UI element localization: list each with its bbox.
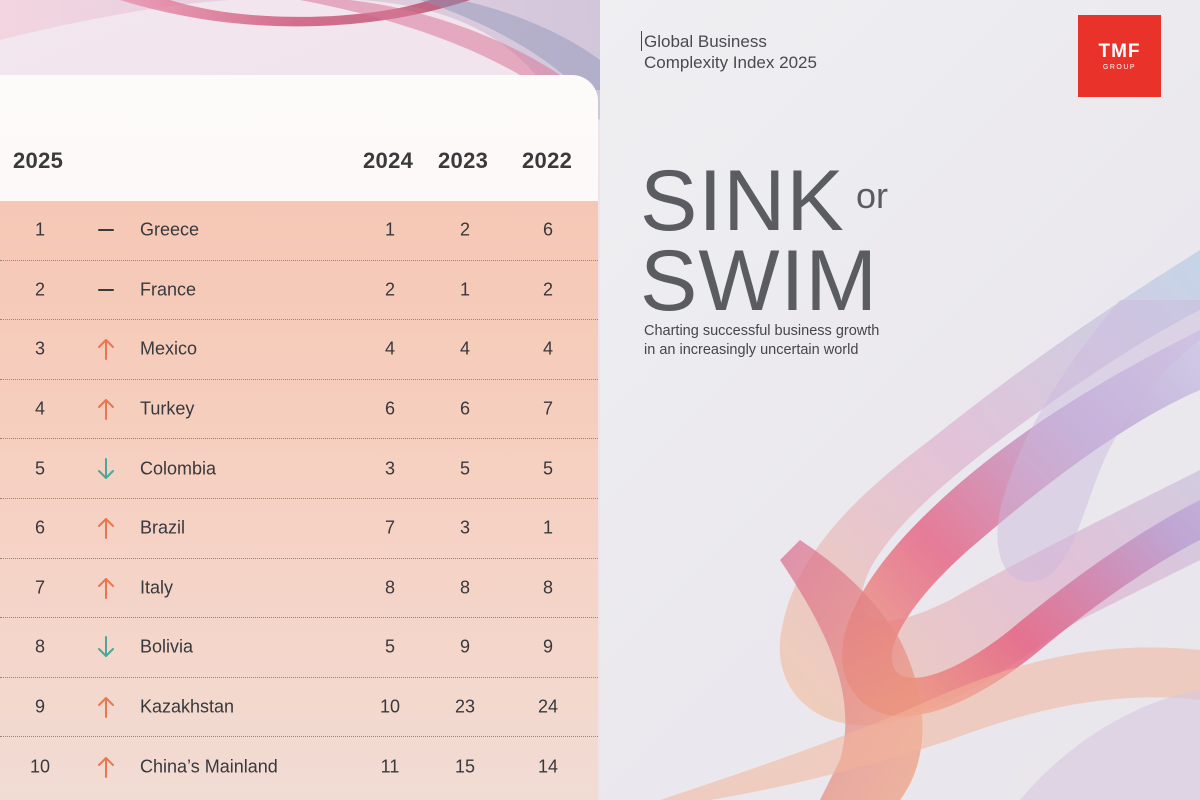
rank-2024: 3	[384, 458, 395, 479]
report-title: Global Business Complexity Index 2025	[644, 31, 904, 73]
headline-word-sink: SINK	[640, 153, 845, 249]
rank-2024: 4	[384, 338, 395, 359]
rank-2024: 7	[384, 517, 395, 538]
header-2023: 2023	[438, 148, 489, 173]
header-2022: 2022	[522, 148, 573, 173]
rank-2022: 9	[542, 636, 553, 657]
subtitle-line-1: Charting successful business growth	[644, 323, 880, 339]
country-name: Colombia	[140, 458, 217, 479]
table-row: 6 Brazil 7 3 1	[0, 499, 598, 559]
arrow-up-icon	[92, 395, 120, 423]
header-2025: 2025	[13, 148, 64, 173]
table-row: 5 Colombia 3 5 5	[0, 439, 598, 499]
country-name: Greece	[140, 219, 200, 240]
rank-2023: 3	[459, 517, 470, 538]
rank-2025: 3	[34, 338, 45, 359]
rank-2023: 4	[459, 338, 470, 359]
country-name: China’s Mainland	[140, 756, 278, 777]
country-name: Italy	[140, 577, 174, 598]
text-cursor	[641, 31, 643, 51]
rank-2023: 6	[459, 398, 470, 419]
rank-2023: 2	[459, 219, 470, 240]
report-subtitle: Charting successful business growth in a…	[644, 322, 944, 360]
cover-panel: Global Business Complexity Index 2025 TM…	[600, 0, 1200, 800]
rank-2025: 2	[34, 279, 45, 300]
arrow-up-icon	[92, 693, 120, 721]
rank-2025: 10	[29, 756, 51, 777]
rank-2025: 1	[34, 219, 45, 240]
table-row: 1 Greece 1 2 6	[0, 201, 598, 261]
dash-icon	[92, 276, 120, 304]
table-body: 1 Greece 1 2 6 2 France 2 1 2 3 Mexico 4…	[0, 201, 598, 800]
rank-2025: 7	[34, 577, 45, 598]
table-row: 4 Turkey 6 6 7	[0, 380, 598, 440]
rank-2024: 10	[379, 696, 401, 717]
rank-2024: 5	[384, 636, 395, 657]
logo-text: TMF	[1098, 41, 1141, 62]
rank-2022: 14	[537, 756, 559, 777]
rank-2023: 15	[454, 756, 476, 777]
rank-2022: 6	[542, 219, 553, 240]
arrow-down-icon	[92, 633, 120, 661]
rank-2024: 1	[384, 219, 395, 240]
report-title-line-1: Global Business	[644, 32, 767, 51]
rank-2023: 8	[459, 577, 470, 598]
rank-2022: 5	[542, 458, 553, 479]
table-row: 9 Kazakhstan 10 23 24	[0, 678, 598, 738]
rank-2024: 2	[384, 279, 395, 300]
rank-2025: 8	[34, 636, 45, 657]
headline-connector-or: or	[856, 175, 889, 216]
rank-2022: 1	[542, 517, 553, 538]
rank-2025: 4	[34, 398, 45, 419]
ranking-table: 2025 2024 2023 2022 1 Greece 1 2 6 2 Fra…	[0, 75, 598, 800]
tmf-group-logo: TMF GROUP	[1078, 15, 1161, 97]
country-name: Turkey	[140, 398, 195, 419]
table-header: 2025 2024 2023 2022	[0, 75, 598, 201]
rank-2022: 2	[542, 279, 553, 300]
table-row: 2 France 2 1 2	[0, 261, 598, 321]
rank-2025: 6	[34, 517, 45, 538]
subtitle-line-2: in an increasingly uncertain world	[644, 342, 859, 358]
arrow-up-icon	[92, 753, 120, 781]
country-name: France	[140, 279, 197, 300]
header-2024: 2024	[363, 148, 414, 173]
table-row: 8 Bolivia 5 9 9	[0, 618, 598, 678]
table-row: 3 Mexico 4 4 4	[0, 320, 598, 380]
swoosh-graphic	[0, 0, 600, 120]
country-name: Bolivia	[140, 636, 194, 657]
rank-2022: 24	[537, 696, 559, 717]
rank-2025: 5	[34, 458, 45, 479]
rank-2023: 1	[459, 279, 470, 300]
arrow-down-icon	[92, 455, 120, 483]
rank-2025: 9	[34, 696, 45, 717]
arrow-up-icon	[92, 514, 120, 542]
table-row: 7 Italy 8 8 8	[0, 559, 598, 619]
ribbon-graphic	[660, 250, 1200, 800]
logo-subtext: GROUP	[1102, 64, 1137, 71]
rank-2023: 9	[459, 636, 470, 657]
country-name: Mexico	[140, 338, 198, 359]
rank-2022: 8	[542, 577, 553, 598]
dash-icon	[92, 216, 120, 244]
country-name: Kazakhstan	[140, 696, 235, 717]
rank-2024: 6	[384, 398, 395, 419]
rank-2023: 5	[459, 458, 470, 479]
arrow-up-icon	[92, 574, 120, 602]
headline-word-swim: SWIM	[640, 233, 879, 329]
rank-2024: 11	[380, 756, 400, 777]
rank-2023: 23	[454, 696, 476, 717]
rank-2022: 4	[542, 338, 553, 359]
arrow-up-icon	[92, 335, 120, 363]
table-row: 10 China’s Mainland 11 15 14	[0, 737, 598, 796]
country-name: Brazil	[140, 517, 186, 538]
report-title-line-2: Complexity Index 2025	[644, 53, 817, 72]
rank-2022: 7	[542, 398, 553, 419]
rank-2024: 8	[384, 577, 395, 598]
